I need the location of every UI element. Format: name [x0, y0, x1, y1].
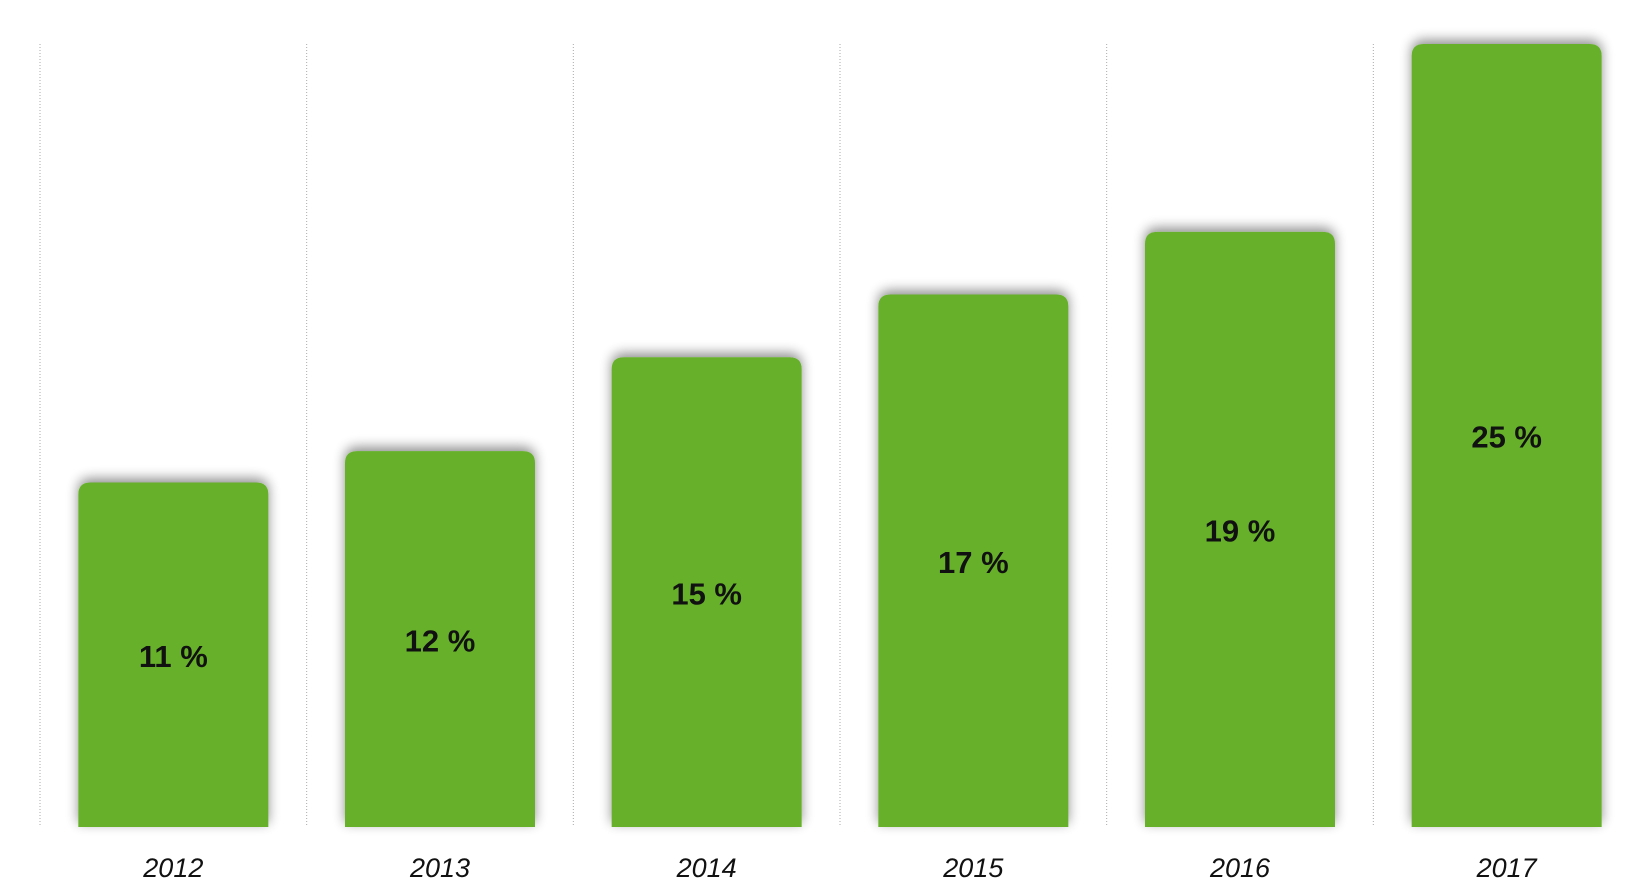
- value-label: 15 %: [671, 576, 742, 611]
- x-tick-label: 2014: [676, 853, 737, 883]
- value-label: 12 %: [405, 623, 476, 658]
- value-label: 19 %: [1205, 514, 1276, 549]
- value-label: 17 %: [938, 545, 1009, 580]
- x-tick-label: 2013: [409, 853, 470, 883]
- x-tick-label: 2015: [942, 853, 1004, 883]
- value-label: 25 %: [1471, 420, 1542, 455]
- bar: [78, 482, 269, 827]
- bar: [878, 294, 1069, 827]
- x-tick-label: 2012: [142, 853, 203, 883]
- x-tick-label: 2016: [1209, 853, 1271, 883]
- bar: [1411, 44, 1602, 827]
- x-tick-label: 2017: [1476, 853, 1538, 883]
- value-label: 11 %: [139, 639, 208, 674]
- bar: [1145, 231, 1335, 828]
- bar: [611, 357, 802, 827]
- bar: [345, 451, 535, 827]
